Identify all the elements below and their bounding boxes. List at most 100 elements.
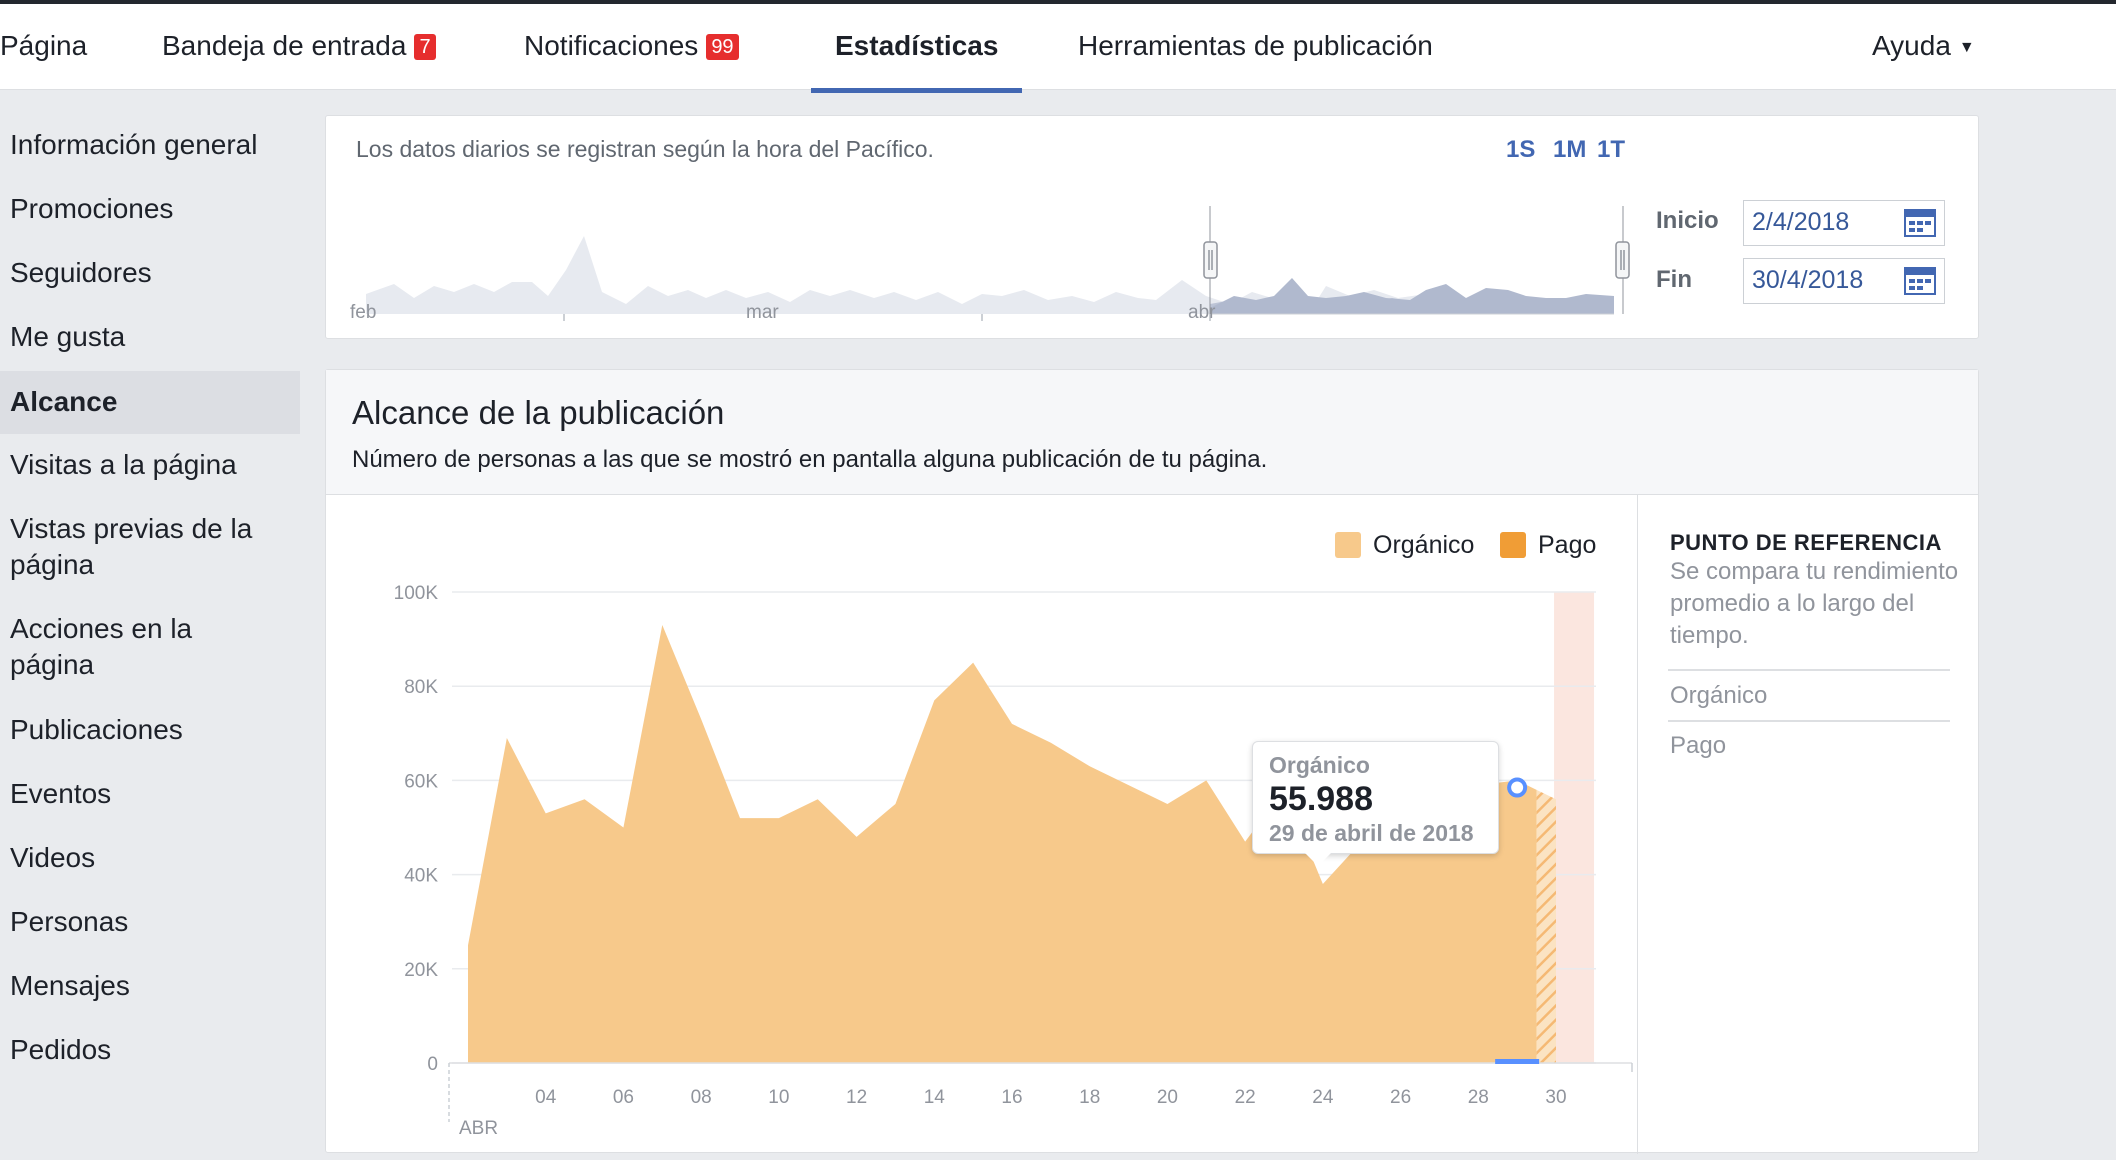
sidebar-item-videos[interactable]: Videos [0,840,300,876]
sidebar-item-label: Me gusta [10,321,126,352]
tab-label: Bandeja de entrada [162,30,407,61]
benchmark-separator [1668,720,1950,722]
y-tick-label: 60K [404,771,438,792]
x-tick-label: 04 [535,1087,557,1108]
x-tick-label: 20 [1157,1087,1178,1108]
sidebar-item-label: Mensajes [10,970,130,1001]
end-date-input[interactable] [1750,265,1904,296]
tooltip-series: Orgánico [1269,752,1370,778]
legend-label: Orgánico [1373,531,1475,559]
tab-pagina[interactable]: Página [0,30,87,62]
sidebar-item-personas[interactable]: Personas [0,904,300,940]
x-tick-label: 26 [1390,1087,1411,1108]
overview-left-handle[interactable] [1203,241,1218,279]
x-tick-label: 28 [1468,1087,1489,1108]
sidebar-item-seguidores[interactable]: Seguidores [0,255,300,291]
sidebar-item-label: Acciones en la página [10,613,193,680]
benchmark-item-pago[interactable]: Pago [1670,732,1727,759]
sidebar-item-eventos[interactable]: Eventos [0,776,300,812]
sidebar-item-label: Pedidos [10,1034,112,1065]
legend-label: Pago [1538,531,1597,559]
y-tick-label: 20K [404,960,438,981]
tab-bandeja-de-entrada[interactable]: Bandeja de entrada 7 [162,30,436,62]
y-tick-label: 100K [394,583,439,604]
benchmark-title: PUNTO DE REFERENCIA [1670,530,1942,555]
date-range-panel: Los datos diarios se registran según la … [325,115,1979,339]
sidebar-item-vistas-previas[interactable]: Vistas previas de la página [0,511,280,583]
legend-item-pago[interactable]: Pago [1500,531,1596,560]
panel-title: Alcance de la publicación [352,394,725,431]
benchmark-item-organico[interactable]: Orgánico [1670,682,1768,709]
sidebar-item-pedidos[interactable]: Pedidos [0,1032,300,1068]
end-date-field[interactable] [1743,258,1945,304]
notifications-count-badge: 99 [706,34,739,60]
tab-herramientas-de-publicacion[interactable]: Herramientas de publicación [1078,30,1433,62]
active-tab-indicator [811,88,1022,93]
benchmark-section: PUNTO DE REFERENCIA Se compara tu rendim… [1670,530,1960,652]
overview-timeline [366,206,1630,321]
overview-area-selected [1210,278,1614,314]
start-date-field[interactable] [1743,200,1945,246]
sidebar-item-visitas-a-la-pagina[interactable]: Visitas a la página [0,447,300,483]
sidebar-item-acciones-en-la-pagina[interactable]: Acciones en la página [0,611,220,683]
overview-area-full [366,236,1496,314]
range-1-week-button[interactable]: 1S [1506,136,1536,163]
sidebar-item-publicaciones[interactable]: Publicaciones [0,712,300,748]
timezone-note: Los datos diarios se registran según la … [356,136,934,162]
y-tick-label: 40K [404,866,438,887]
sidebar-item-label: Visitas a la página [10,449,237,480]
y-tick-label: 0 [427,1054,438,1075]
x-tick-label: 18 [1079,1087,1100,1108]
range-1-month-button[interactable]: 1M [1553,136,1587,163]
overview-month-feb: feb [350,302,377,323]
top-navigation-bar: Página Bandeja de entrada 7 Notificacione… [0,0,2116,93]
end-date-label: Fin [1656,266,1692,293]
start-date-input[interactable] [1750,207,1904,238]
highlighted-data-point[interactable] [1507,777,1528,798]
start-date-label: Inicio [1656,207,1719,234]
legend-swatch-pago [1500,532,1526,558]
legend-item-organico[interactable]: Orgánico [1335,531,1474,560]
sidebar-item-label: Alcance [10,386,118,417]
tab-estadisticas[interactable]: Estadísticas [835,30,998,62]
organic-area-series [468,624,1537,1063]
benchmark-separator [1668,669,1950,671]
calendar-icon[interactable] [1904,267,1936,295]
tab-label: Herramientas de publicación [1078,30,1433,61]
caret-down-icon: ▼ [1958,39,1975,56]
x-tick-label: 16 [1001,1087,1022,1108]
selected-day-indicator [1495,1059,1540,1064]
sidebar-item-label: Seguidores [10,257,152,288]
tab-label: Notificaciones [524,30,699,61]
tab-notificaciones[interactable]: Notificaciones 99 [524,30,739,62]
sidebar-item-label: Promociones [10,193,174,224]
tooltip-pointer [1304,852,1332,866]
x-tick-label: 12 [846,1087,867,1108]
sidebar-item-promociones[interactable]: Promociones [0,191,300,227]
overview-month-mar: mar [746,302,779,323]
sidebar-item-alcance[interactable]: Alcance [0,371,300,434]
organic-area-partial [1536,789,1556,1063]
x-tick-label: 10 [768,1087,789,1108]
sidebar-item-me-gusta[interactable]: Me gusta [0,319,300,355]
benchmark-divider [1637,494,1638,1154]
tab-label: Página [0,30,88,61]
range-1-quarter-button[interactable]: 1T [1597,136,1626,163]
x-tick-label: 08 [691,1087,712,1108]
sidebar-item-mensajes[interactable]: Mensajes [0,968,300,1004]
sidebar-item-informacion-general[interactable]: Información general [0,127,300,163]
tooltip-value: 55.988 [1269,780,1373,818]
x-tick-label: 22 [1235,1087,1256,1108]
x-tick-label: 06 [613,1087,634,1108]
tab-label: Estadísticas [835,30,999,61]
sidebar-item-label: Videos [10,842,96,873]
calendar-icon[interactable] [1904,209,1936,237]
overview-month-abr: abr [1188,302,1216,323]
overview-right-handle[interactable] [1615,241,1630,279]
tooltip-date: 29 de abril de 2018 [1269,820,1474,846]
sidebar-item-label: Información general [10,129,258,160]
x-tick-label: 24 [1312,1087,1334,1108]
help-menu[interactable]: Ayuda ▼ [1872,30,1975,62]
legend-swatch-organico [1335,532,1361,558]
